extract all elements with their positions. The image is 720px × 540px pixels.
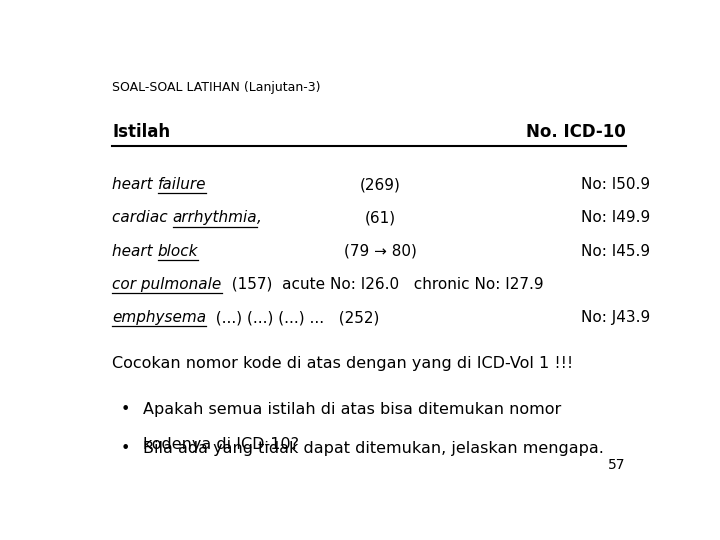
Text: (61): (61) — [364, 210, 396, 225]
Text: Apakah semua istilah di atas bisa ditemukan nomor: Apakah semua istilah di atas bisa ditemu… — [143, 402, 562, 416]
Text: (157)  acute No: I26.0   chronic No: I27.9: (157) acute No: I26.0 chronic No: I27.9 — [222, 277, 543, 292]
Text: emphysema: emphysema — [112, 310, 207, 325]
Text: arrhythmia: arrhythmia — [173, 210, 258, 225]
Text: (79 → 80): (79 → 80) — [343, 244, 417, 259]
Text: No. ICD-10: No. ICD-10 — [526, 123, 626, 141]
Text: (269): (269) — [360, 177, 400, 192]
Text: No: I49.9: No: I49.9 — [581, 210, 650, 225]
Text: No: J43.9: No: J43.9 — [581, 310, 650, 325]
Text: failure: failure — [158, 177, 207, 192]
Text: block: block — [158, 244, 198, 259]
Text: cor pulmonale: cor pulmonale — [112, 277, 222, 292]
Text: SOAL-SOAL LATIHAN (Lanjutan-3): SOAL-SOAL LATIHAN (Lanjutan-3) — [112, 82, 321, 94]
Text: Istilah: Istilah — [112, 123, 171, 141]
Text: •: • — [121, 402, 130, 416]
Text: 57: 57 — [608, 458, 626, 472]
Text: •: • — [121, 441, 130, 456]
Text: heart: heart — [112, 244, 158, 259]
Text: (...) (...) (...) ...   (252): (...) (...) (...) ... (252) — [207, 310, 380, 325]
Text: Bila ada yang tidak dapat ditemukan, jelaskan mengapa.: Bila ada yang tidak dapat ditemukan, jel… — [143, 441, 604, 456]
Text: No: I50.9: No: I50.9 — [581, 177, 650, 192]
Text: No: I45.9: No: I45.9 — [581, 244, 650, 259]
Text: heart: heart — [112, 177, 158, 192]
Text: cardiac: cardiac — [112, 210, 173, 225]
Text: kodenya di ICD-10?: kodenya di ICD-10? — [143, 437, 299, 452]
Text: ,: , — [258, 210, 262, 225]
Text: Cocokan nomor kode di atas dengan yang di ICD-Vol 1 !!!: Cocokan nomor kode di atas dengan yang d… — [112, 356, 573, 371]
